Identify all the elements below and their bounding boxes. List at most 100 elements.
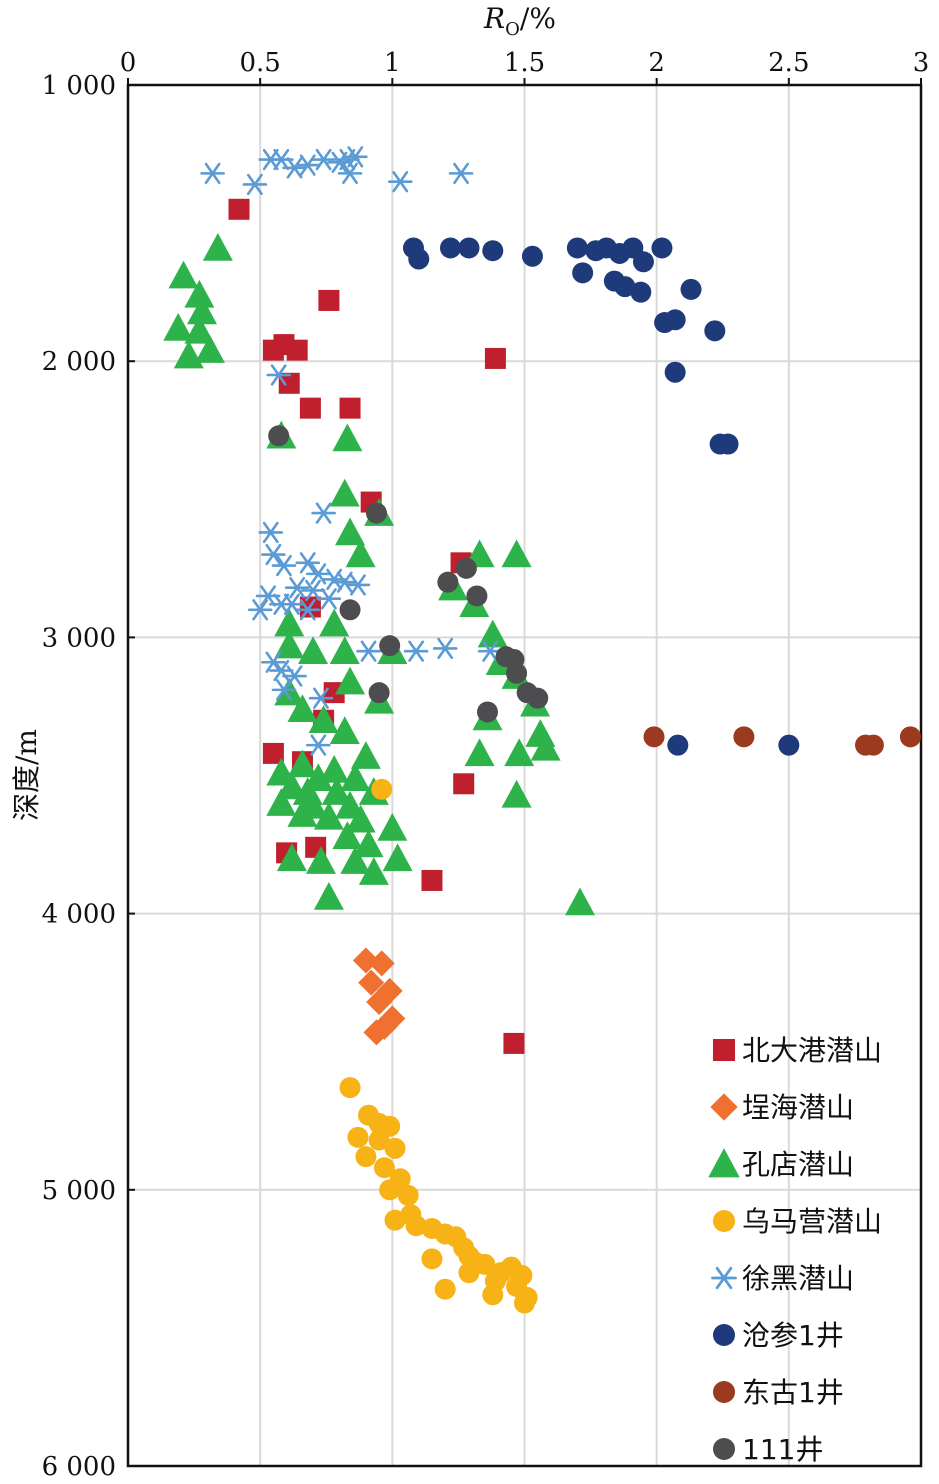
data-point	[340, 846, 371, 874]
data-point	[300, 579, 326, 602]
legend-label: 乌马营潜山	[742, 1205, 882, 1238]
data-point	[332, 423, 363, 452]
x-tick-label: 0.5	[239, 48, 280, 78]
x-tick-label: 3	[913, 48, 930, 78]
data-point	[632, 251, 654, 273]
axes: 0 0.5 1 1.5 2 2.5 3 1 000 2 000 3 000 4 000 5 000 6 …	[42, 48, 930, 1482]
data-point	[194, 335, 225, 363]
data-point	[173, 340, 204, 369]
data-points	[163, 146, 921, 1314]
data-point	[368, 950, 395, 977]
y-tick-label: 6 000	[42, 1452, 116, 1482]
data-point	[343, 146, 368, 168]
data-point	[384, 1137, 406, 1159]
data-point	[339, 1077, 361, 1099]
data-point	[565, 887, 596, 916]
data-point	[284, 577, 310, 599]
data-point	[566, 237, 588, 259]
data-point	[474, 1253, 496, 1275]
data-point	[482, 240, 504, 262]
legend-marker	[712, 1380, 736, 1404]
data-point	[287, 799, 318, 827]
data-point	[437, 571, 459, 593]
data-point	[527, 687, 549, 709]
data-point	[521, 245, 543, 267]
data-point	[228, 198, 250, 220]
data-point	[501, 779, 532, 808]
data-point	[405, 1215, 427, 1237]
data-point	[308, 687, 334, 709]
data-point	[352, 947, 379, 974]
data-point	[630, 281, 652, 303]
data-point	[664, 309, 686, 331]
data-point	[332, 821, 363, 850]
data-point	[337, 162, 363, 185]
data-point	[271, 679, 297, 701]
data-point	[371, 778, 393, 800]
series-2	[163, 232, 596, 916]
data-point	[514, 1292, 535, 1314]
data-point	[899, 726, 921, 748]
data-point	[276, 843, 307, 872]
legend-label: 111井	[742, 1433, 823, 1466]
data-point	[261, 651, 286, 673]
legend-marker	[712, 1209, 736, 1233]
data-point	[278, 372, 300, 394]
data-point	[184, 315, 215, 344]
data-point	[335, 517, 366, 546]
data-point	[311, 148, 336, 171]
data-point	[387, 171, 413, 193]
data-point	[408, 248, 430, 270]
legend-item: 111井	[712, 1433, 823, 1466]
legend-label: 东古1井	[742, 1376, 844, 1409]
data-point	[530, 732, 561, 761]
data-point	[345, 574, 371, 596]
data-point	[368, 682, 390, 704]
legend-marker	[712, 1038, 736, 1062]
x-tick-label: 2.5	[768, 48, 809, 78]
data-point	[318, 289, 340, 311]
data-point	[308, 705, 339, 734]
data-point	[704, 320, 726, 342]
legend-marker	[708, 1148, 740, 1178]
data-point	[329, 478, 360, 507]
data-point	[295, 552, 321, 574]
data-point	[862, 734, 884, 756]
series-5	[402, 237, 800, 756]
data-point	[379, 635, 401, 657]
legend-marker	[712, 1323, 736, 1347]
data-point	[368, 1129, 390, 1151]
data-point	[319, 608, 350, 637]
data-point	[482, 1284, 504, 1306]
data-point	[274, 630, 305, 659]
data-point	[319, 754, 350, 783]
data-point	[276, 771, 307, 800]
data-point	[358, 857, 389, 885]
data-point	[274, 677, 305, 706]
data-point	[397, 1184, 419, 1206]
data-point	[266, 364, 291, 386]
data-point	[733, 726, 755, 748]
data-point	[371, 1013, 398, 1040]
data-point	[316, 588, 342, 610]
legend-item: 沧参1井	[712, 1319, 844, 1352]
data-point	[506, 662, 528, 684]
data-point	[261, 543, 286, 566]
x-tick-label: 0	[120, 48, 137, 78]
data-point	[664, 361, 686, 383]
data-point	[350, 741, 381, 769]
data-point	[501, 539, 532, 568]
series-3	[339, 778, 538, 1314]
data-point	[282, 157, 307, 179]
data-point	[458, 1262, 480, 1284]
data-point	[495, 646, 517, 668]
data-point	[340, 763, 371, 792]
data-point	[643, 726, 665, 748]
legend-label: 徐黑潜山	[742, 1262, 854, 1295]
gridlines	[128, 85, 921, 1466]
data-point	[329, 636, 360, 664]
data-point	[321, 777, 352, 805]
data-point	[268, 425, 290, 447]
data-point	[466, 585, 488, 607]
data-point	[717, 433, 739, 455]
